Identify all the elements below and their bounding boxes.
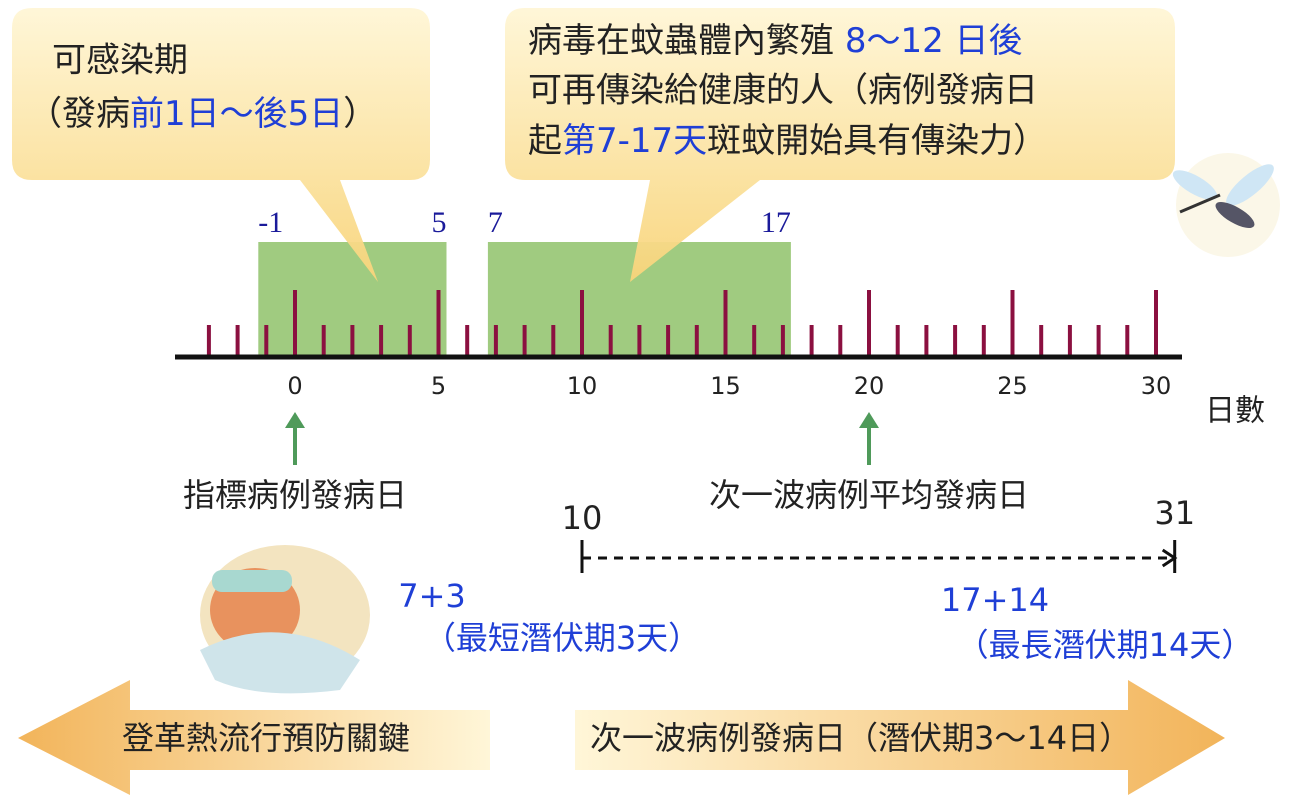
- callout-text: 病毒在蚊蟲體內繁殖: [528, 21, 845, 61]
- arrow-label: 次一波病例發病日（潛伏期3～14日）: [590, 719, 1131, 757]
- callout-text: 斑蚊開始具有傳染力）: [707, 121, 1047, 161]
- callout-text: 起第7-17天斑蚊開始具有傳染力）: [528, 121, 1047, 161]
- callout-text: 起: [528, 121, 562, 161]
- x-tick-label: 25: [997, 372, 1028, 400]
- callout-text: （發病: [28, 94, 130, 134]
- x-tick-label: 0: [287, 372, 302, 400]
- marker-arrowhead: [859, 412, 879, 428]
- axis-unit: 日數: [1205, 394, 1265, 429]
- sick-child-icon: [200, 545, 370, 693]
- period-start-label: -1: [258, 206, 283, 239]
- note-sum: 17+14: [941, 581, 1049, 619]
- x-tick-label: 20: [854, 372, 885, 400]
- callout-text: ）: [343, 94, 377, 134]
- range-end-label: 31: [1154, 494, 1195, 532]
- callout-highlight: 前1日～後5日: [130, 94, 343, 134]
- callout-highlight: 第7-17天: [562, 121, 707, 161]
- note-label: （最短潛伏期3天）: [424, 619, 700, 657]
- note-sum: 7+3: [398, 577, 466, 615]
- x-tick-label: 5: [431, 372, 446, 400]
- callout-text: 可感染期: [52, 41, 188, 81]
- callout-text: 可再傳染給健康的人（病例發病日: [528, 71, 1038, 111]
- period-end-label: 5: [432, 206, 447, 239]
- note-label: （最長潛伏期14天）: [957, 626, 1254, 664]
- diagram: 可感染期 （發病前1日～後5日） 病毒在蚊蟲體內繁殖 8～12 日後 可再傳染給…: [0, 0, 1299, 796]
- mosquito-icon: [1169, 153, 1280, 257]
- x-tick-label: 15: [710, 372, 741, 400]
- marker-label: 指標病例發病日: [183, 476, 407, 514]
- marker-label: 次一波病例平均發病日: [709, 476, 1029, 514]
- marker-arrowhead: [285, 412, 305, 428]
- arrow-label: 登革熱流行預防關鍵: [122, 719, 410, 757]
- callout-text: （發病前1日～後5日）: [28, 94, 377, 134]
- range-start-label: 10: [562, 499, 603, 537]
- period-start-label: 7: [488, 206, 503, 239]
- x-tick-label: 30: [1141, 372, 1172, 400]
- x-tick-label: 10: [567, 372, 598, 400]
- period-end-label: 17: [761, 206, 791, 239]
- callout-text: 病毒在蚊蟲體內繁殖 8～12 日後: [528, 21, 1023, 61]
- callout-highlight: 8～12 日後: [845, 21, 1023, 61]
